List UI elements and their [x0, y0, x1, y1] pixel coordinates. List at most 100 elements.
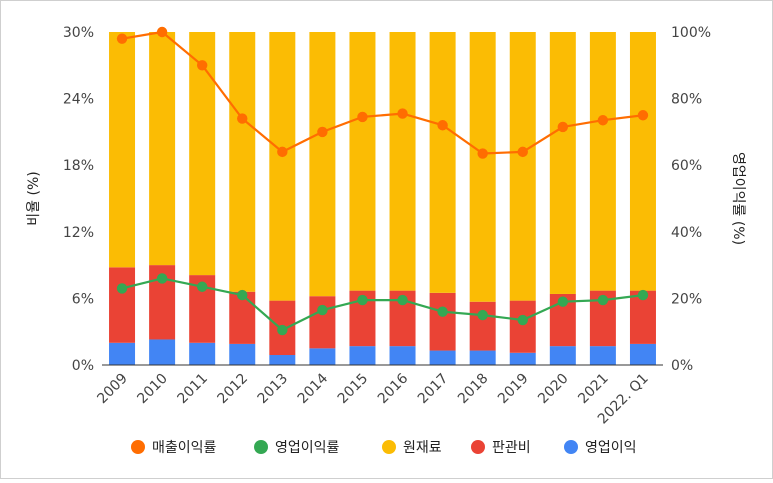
bar-영업이익-2015	[349, 346, 376, 365]
bar-원재료-2015	[349, 32, 376, 291]
legend-label-판관비: 판관비	[492, 440, 531, 456]
point-매출이익률-2010	[156, 26, 168, 38]
point-매출이익률-2017	[437, 120, 448, 131]
bar-원재료-2020	[549, 32, 576, 294]
point-영업이익률-2019	[517, 314, 528, 326]
line-매출이익률	[121, 30, 644, 155]
x-tick-label: 2021	[575, 371, 612, 408]
point-매출이익률-2012	[237, 113, 248, 124]
bar-원재료-2016	[389, 32, 416, 291]
legend: 매출이익률 영업이익률 원재료 판관비 영업이익	[131, 440, 637, 456]
point-영업이익률-2013	[277, 324, 288, 336]
legend-label-원재료: 원재료	[403, 440, 442, 456]
y-right-axis-title: 영업이익률 (%)	[730, 152, 746, 245]
bar-원재료-2010	[149, 32, 176, 266]
y-left-tick-label: 30%	[63, 25, 94, 41]
bar-판관비-2012	[229, 291, 256, 344]
y-left-tick-label: 24%	[63, 92, 94, 108]
point-매출이익률-2013	[277, 146, 288, 158]
legend-marker-영업이익	[564, 440, 578, 454]
y-left-axis-title: 비율 (%)	[26, 171, 42, 225]
bar-원재료-2011	[189, 32, 216, 276]
point-매출이익률-2022. Q1	[637, 110, 649, 121]
y-right-tick-label: 20%	[671, 291, 702, 307]
point-영업이익률-2017	[437, 306, 448, 317]
bar-판관비-2017	[429, 292, 456, 351]
bar-영업이익-2021	[589, 346, 616, 365]
point-영업이익률-2012	[237, 289, 248, 301]
point-매출이익률-2021	[597, 115, 609, 126]
bar-영업이익-2012	[229, 343, 256, 365]
bar-영업이익-2020	[549, 346, 576, 365]
point-영업이익률-2020	[557, 296, 569, 307]
point-영업이익률-2009	[116, 283, 128, 294]
point-매출이익률-2009	[116, 33, 128, 44]
bar-영업이익-2013	[269, 355, 296, 365]
y-right-tick-label: 100%	[671, 25, 711, 41]
bar-영업이익-2009	[109, 342, 136, 365]
bar-영업이익-2022. Q1	[629, 343, 656, 365]
point-매출이익률-2014	[317, 126, 328, 138]
bar-영업이익-2010	[149, 339, 176, 365]
legend-marker-영업이익률	[254, 440, 268, 454]
y-left-tick-label: 6%	[72, 291, 94, 307]
point-영업이익률-2014	[317, 304, 328, 316]
point-매출이익률-2019	[517, 146, 528, 158]
x-tick-label: 2019	[495, 371, 532, 408]
bar-원재료-2012	[229, 32, 256, 292]
point-매출이익률-2020	[557, 121, 569, 133]
point-매출이익률-2011	[196, 60, 208, 71]
line-영업이익률	[121, 277, 644, 332]
point-영업이익률-2011	[196, 281, 208, 292]
x-tick-label: 2009	[94, 371, 131, 408]
legend-marker-매출이익률	[131, 440, 145, 454]
bar-판관비-2019	[509, 300, 536, 353]
point-영업이익률-2021	[597, 294, 609, 306]
legend-label-영업이익률: 영업이익률	[275, 440, 340, 456]
bar-원재료-2013	[269, 32, 296, 301]
point-매출이익률-2015	[357, 111, 368, 123]
legend-label-매출이익률: 매출이익률	[152, 440, 217, 456]
y-left-tick-label: 12%	[63, 225, 94, 241]
point-영업이익률-2015	[357, 294, 368, 306]
bar-영업이익-2017	[429, 350, 456, 365]
x-tick-label: 2014	[295, 370, 332, 407]
point-영업이익률-2022. Q1	[637, 289, 649, 301]
point-영업이익률-2010	[156, 273, 168, 284]
x-tick-label: 2016	[375, 370, 412, 407]
x-tick-label: 2018	[455, 371, 492, 408]
x-tick-label: 2013	[255, 371, 292, 408]
x-tick-label: 2020	[535, 371, 572, 408]
bar-원재료-2022. Q1	[629, 32, 656, 291]
point-매출이익률-2016	[397, 108, 408, 119]
bar-영업이익-2016	[389, 346, 416, 365]
bar-원재료-2018	[469, 32, 496, 302]
x-tick-label: 2011	[174, 371, 211, 408]
bar-영업이익-2019	[509, 352, 536, 365]
point-영업이익률-2018	[477, 309, 488, 321]
y-right-tick-label: 60%	[671, 158, 702, 174]
y-right-tick-label: 0%	[671, 358, 693, 374]
legend-marker-판관비	[471, 440, 485, 454]
bar-원재료-2017	[429, 32, 456, 293]
x-tick-label: 2015	[335, 371, 372, 408]
bar-판관비-2018	[469, 301, 496, 351]
y-left-tick-label: 18%	[63, 158, 94, 174]
y-left-tick-label: 0%	[72, 358, 94, 374]
legend-label-영업이익: 영업이익	[585, 440, 637, 456]
bar-영업이익-2014	[309, 348, 336, 365]
bar-원재료-2021	[589, 32, 616, 291]
bar-원재료-2009	[109, 32, 136, 268]
x-tick-label: 2017	[415, 371, 452, 408]
x-tick-label: 2010	[134, 371, 171, 408]
bar-판관비-2009	[109, 267, 136, 343]
point-영업이익률-2016	[397, 294, 408, 306]
y-right-tick-label: 80%	[671, 92, 702, 108]
point-매출이익률-2018	[477, 148, 488, 159]
bar-영업이익-2018	[469, 350, 496, 365]
bar-원재료-2019	[509, 32, 536, 301]
bar-원재료-2014	[309, 32, 336, 297]
legend-marker-원재료	[382, 440, 396, 454]
